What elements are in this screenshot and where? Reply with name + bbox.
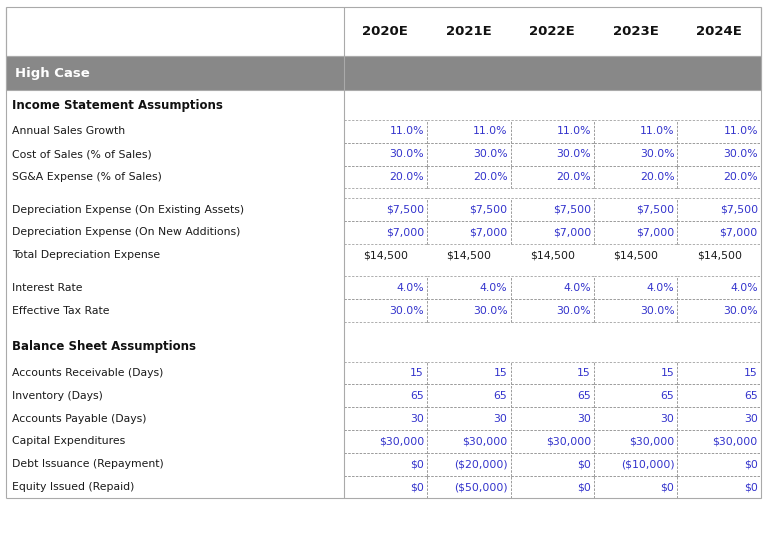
Text: 15: 15 — [744, 368, 758, 378]
Text: $0: $0 — [577, 482, 591, 492]
Text: $7,500: $7,500 — [553, 205, 591, 214]
Text: $30,000: $30,000 — [379, 437, 424, 446]
Text: 11.0%: 11.0% — [556, 127, 591, 136]
Text: 30.0%: 30.0% — [390, 149, 424, 159]
Text: Capital Expenditures: Capital Expenditures — [12, 437, 126, 446]
Text: 2023E: 2023E — [613, 25, 659, 38]
Text: $14,500: $14,500 — [446, 250, 492, 260]
Text: 20.0%: 20.0% — [556, 172, 591, 182]
Text: $30,000: $30,000 — [463, 437, 508, 446]
Text: Balance Sheet Assumptions: Balance Sheet Assumptions — [12, 340, 196, 353]
Text: 2020E: 2020E — [362, 25, 408, 38]
Text: $30,000: $30,000 — [713, 437, 758, 446]
Text: ($10,000): ($10,000) — [621, 459, 674, 469]
Text: $7,500: $7,500 — [719, 205, 758, 214]
Text: 20.0%: 20.0% — [723, 172, 758, 182]
Text: Annual Sales Growth: Annual Sales Growth — [12, 127, 125, 136]
Text: 20.0%: 20.0% — [472, 172, 508, 182]
Text: 30.0%: 30.0% — [640, 149, 674, 159]
Text: $7,500: $7,500 — [386, 205, 424, 214]
Text: Depreciation Expense (On New Additions): Depreciation Expense (On New Additions) — [12, 228, 241, 237]
Text: 11.0%: 11.0% — [640, 127, 674, 136]
Text: 4.0%: 4.0% — [480, 283, 508, 293]
Text: 20.0%: 20.0% — [640, 172, 674, 182]
Text: 30.0%: 30.0% — [556, 306, 591, 315]
Text: $14,500: $14,500 — [696, 250, 742, 260]
Text: $7,000: $7,000 — [553, 228, 591, 237]
Text: 15: 15 — [577, 368, 591, 378]
Text: $30,000: $30,000 — [629, 437, 674, 446]
Text: $0: $0 — [744, 482, 758, 492]
Text: $14,500: $14,500 — [613, 250, 658, 260]
Text: 2021E: 2021E — [446, 25, 492, 38]
Text: $7,000: $7,000 — [719, 228, 758, 237]
Text: ($50,000): ($50,000) — [454, 482, 508, 492]
Text: 11.0%: 11.0% — [390, 127, 424, 136]
Text: 30: 30 — [577, 414, 591, 424]
Text: 30.0%: 30.0% — [472, 149, 508, 159]
Text: 30: 30 — [660, 414, 674, 424]
Text: Equity Issued (Repaid): Equity Issued (Repaid) — [12, 482, 135, 492]
Text: $14,500: $14,500 — [530, 250, 574, 260]
Text: $14,500: $14,500 — [363, 250, 408, 260]
Text: 15: 15 — [660, 368, 674, 378]
Text: 4.0%: 4.0% — [397, 283, 424, 293]
Text: $0: $0 — [660, 482, 674, 492]
Text: 2024E: 2024E — [696, 25, 742, 38]
Text: 20.0%: 20.0% — [390, 172, 424, 182]
Text: 30: 30 — [410, 414, 424, 424]
Text: 30.0%: 30.0% — [640, 306, 674, 315]
Text: $7,000: $7,000 — [386, 228, 424, 237]
Text: 11.0%: 11.0% — [723, 127, 758, 136]
Text: 11.0%: 11.0% — [473, 127, 508, 136]
Text: $0: $0 — [410, 459, 424, 469]
Text: 30.0%: 30.0% — [723, 306, 758, 315]
Text: 15: 15 — [410, 368, 424, 378]
Text: Inventory (Days): Inventory (Days) — [12, 391, 103, 401]
Text: SG&A Expense (% of Sales): SG&A Expense (% of Sales) — [12, 172, 162, 182]
Text: $0: $0 — [410, 482, 424, 492]
Text: 2022E: 2022E — [529, 25, 575, 38]
Text: Accounts Receivable (Days): Accounts Receivable (Days) — [12, 368, 163, 378]
Text: 65: 65 — [410, 391, 424, 401]
Text: Cost of Sales (% of Sales): Cost of Sales (% of Sales) — [12, 149, 152, 159]
Text: Income Statement Assumptions: Income Statement Assumptions — [12, 99, 223, 111]
Text: 4.0%: 4.0% — [647, 283, 674, 293]
Text: 30: 30 — [744, 414, 758, 424]
Text: 15: 15 — [494, 368, 508, 378]
Text: 65: 65 — [494, 391, 508, 401]
Text: $7,000: $7,000 — [636, 228, 674, 237]
Text: Total Depreciation Expense: Total Depreciation Expense — [12, 250, 160, 260]
Text: High Case: High Case — [15, 67, 90, 80]
Text: 65: 65 — [660, 391, 674, 401]
Text: 30.0%: 30.0% — [390, 306, 424, 315]
Text: $7,500: $7,500 — [636, 205, 674, 214]
Text: Effective Tax Rate: Effective Tax Rate — [12, 306, 110, 315]
Text: Depreciation Expense (On Existing Assets): Depreciation Expense (On Existing Assets… — [12, 205, 245, 214]
Text: 4.0%: 4.0% — [730, 283, 758, 293]
Text: 30.0%: 30.0% — [472, 306, 508, 315]
Text: 65: 65 — [577, 391, 591, 401]
Text: $7,000: $7,000 — [469, 228, 508, 237]
Text: ($20,000): ($20,000) — [454, 459, 508, 469]
Text: 30: 30 — [494, 414, 508, 424]
Text: $0: $0 — [744, 459, 758, 469]
Text: $30,000: $30,000 — [545, 437, 591, 446]
Text: 30.0%: 30.0% — [723, 149, 758, 159]
Text: Accounts Payable (Days): Accounts Payable (Days) — [12, 414, 146, 424]
Bar — [6, 56, 761, 90]
Text: Interest Rate: Interest Rate — [12, 283, 83, 293]
Text: $0: $0 — [577, 459, 591, 469]
Text: 65: 65 — [744, 391, 758, 401]
Text: 4.0%: 4.0% — [563, 283, 591, 293]
Text: 30.0%: 30.0% — [556, 149, 591, 159]
Text: Debt Issuance (Repayment): Debt Issuance (Repayment) — [12, 459, 164, 469]
Text: $7,500: $7,500 — [469, 205, 508, 214]
